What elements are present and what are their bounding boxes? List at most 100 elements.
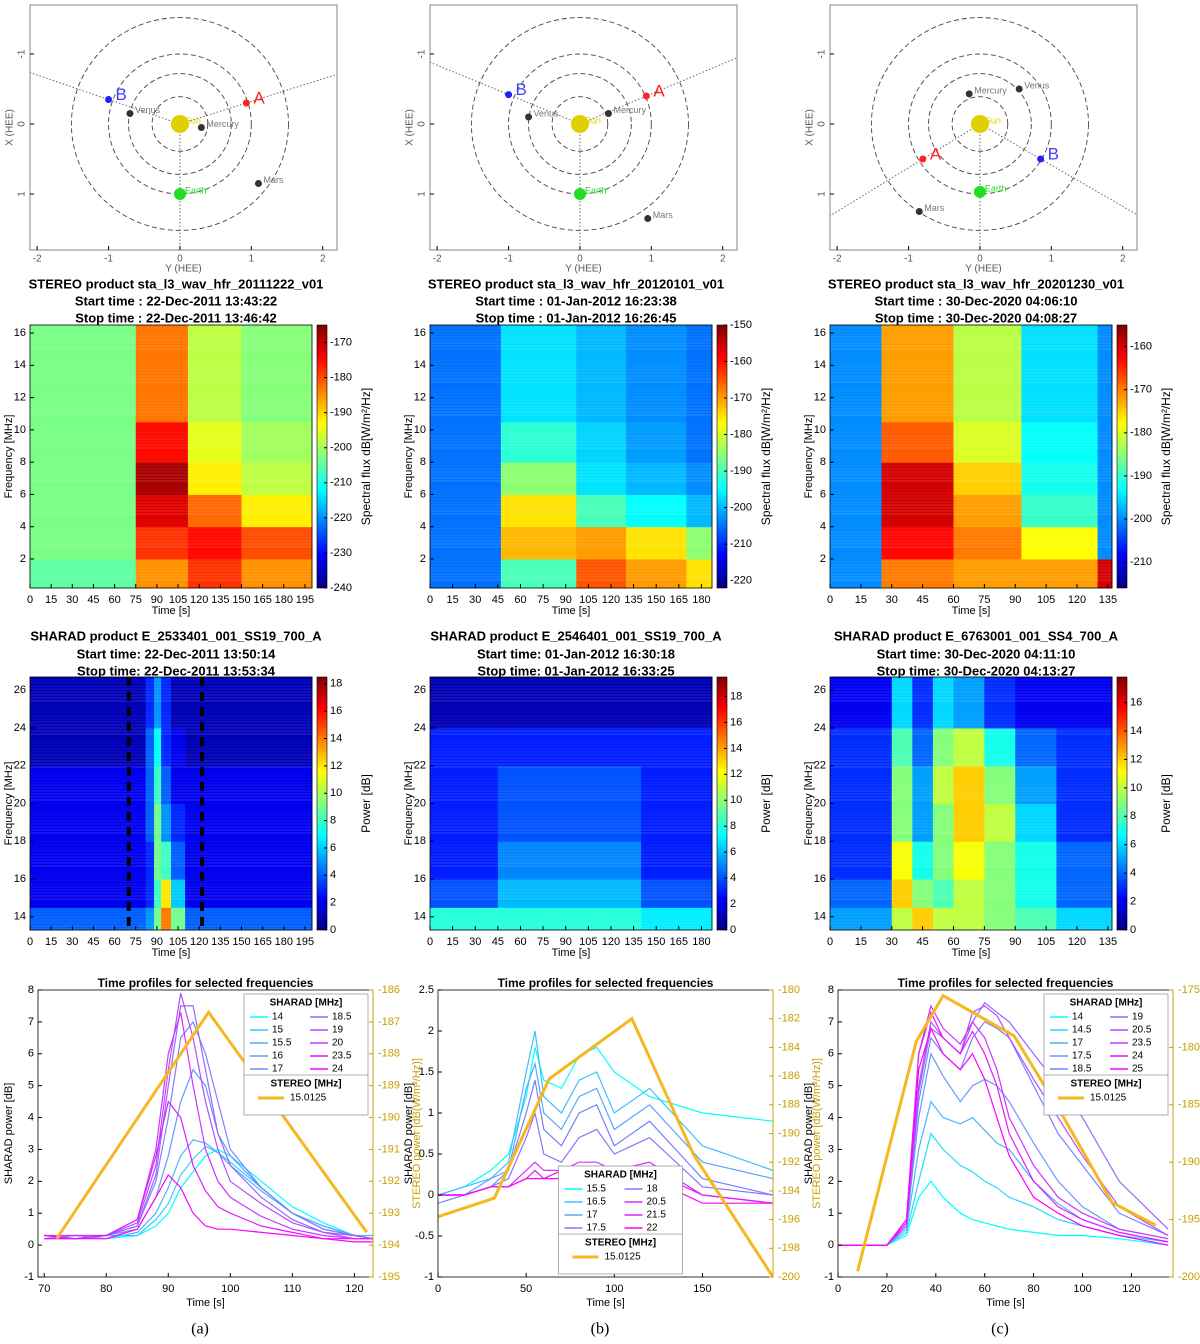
colorbar-tick-label: -210	[730, 538, 752, 550]
orbit	[128, 73, 232, 175]
x-tick-label: 2	[1120, 254, 1126, 265]
x-tick-label: 90	[151, 936, 163, 948]
legend-title: STEREO [MHz]	[270, 1079, 341, 1090]
colorbar-tick-label: 12	[1130, 753, 1142, 765]
y2-tick-label: -175	[1178, 984, 1200, 996]
heat-cell	[953, 421, 1022, 463]
y-tick-label: 2	[28, 1175, 34, 1187]
heat-cell	[497, 765, 642, 804]
heat-cell	[641, 677, 713, 729]
heat-cell	[1021, 462, 1099, 495]
heat-cell	[912, 879, 934, 908]
colorbar-tick-label: -180	[330, 372, 352, 384]
y-tick-label: 12	[14, 392, 26, 404]
colorbar	[716, 324, 728, 589]
y-tick-label: 4	[828, 1111, 834, 1123]
heat-cell	[953, 677, 985, 729]
heat-cell	[830, 803, 893, 842]
colorbar-label: Spectral flux dB[W/m²/Hz]	[1159, 388, 1173, 525]
y-tick-label: 6	[820, 488, 826, 500]
x-tick-label: 120	[1068, 594, 1086, 606]
y-tick-label: 4	[820, 521, 826, 533]
x-axis-label: Time [s]	[952, 605, 991, 617]
body-marker	[254, 180, 262, 187]
heat-cell	[576, 325, 627, 423]
sharad-line	[44, 1148, 373, 1240]
y2-axis-label: STEREO power [dB(W/m²/Hz)]	[411, 1058, 423, 1209]
heat-cell	[161, 765, 172, 804]
sight-line	[579, 57, 737, 125]
legend-label: 19	[332, 1025, 344, 1036]
y-axis-label: Frequency [MHz]	[803, 415, 815, 499]
y2-tick-label: -186	[778, 1070, 800, 1082]
x-tick-label: 180	[692, 936, 710, 948]
x-tick-label: 165	[253, 594, 271, 606]
heat-cell	[830, 325, 882, 423]
y-tick-label: -1	[24, 1271, 34, 1283]
chart-title: Start time: 30-Dec-2020 04:11:10	[877, 646, 1076, 661]
heat-cell	[576, 421, 627, 463]
y-tick-label: -0.5	[415, 1230, 434, 1242]
heat-cell	[187, 526, 242, 560]
x-tick-label: 60	[979, 1283, 991, 1295]
body-label: Mercury	[613, 105, 646, 115]
orbit	[108, 53, 252, 195]
legend-label: 19	[1132, 1012, 1144, 1023]
y2-tick-label: -188	[378, 1048, 400, 1060]
x-tick-label: -1	[504, 254, 513, 265]
y-tick-label: 18	[414, 835, 426, 847]
y-tick-label: 0	[417, 121, 428, 127]
x-tick-label: 110	[284, 1283, 302, 1295]
heat-cell	[953, 803, 985, 842]
chart-title: Stop time: 22-Dec-2011 13:53:34	[77, 663, 276, 678]
y-tick-label: 12	[814, 392, 826, 404]
colorbar-label: Spectral flux dB[W/m²/Hz]	[759, 388, 773, 525]
heat-cell	[1056, 803, 1113, 842]
chart-title: Time profiles for selected frequencies	[98, 976, 314, 990]
colorbar-tick-label: -220	[330, 512, 352, 524]
heat-cell	[953, 462, 1022, 495]
colorbar-tick-label: -150	[730, 319, 752, 331]
heat-cell	[145, 907, 155, 931]
heat-cell	[881, 494, 955, 528]
x-tick-label: 40	[930, 1283, 942, 1295]
legend-label: 17	[272, 1064, 284, 1075]
heat-cell	[161, 907, 172, 931]
x-tick-label: 120	[602, 936, 620, 948]
x-axis-label: Time [s]	[952, 947, 991, 959]
plot-frame	[29, 4, 338, 251]
heat-cell	[1021, 526, 1099, 560]
legend-label: 24	[332, 1064, 344, 1075]
sharad-line	[838, 1100, 1169, 1246]
x-tick-label: 0	[577, 254, 583, 265]
legend-label: 23.5	[1132, 1038, 1152, 1049]
y-tick-label: 2	[820, 553, 826, 565]
heat-cell	[641, 907, 713, 931]
y-tick-label: 12	[414, 392, 426, 404]
stereo-line	[438, 1016, 773, 1277]
y-tick-label: 14	[814, 359, 826, 371]
caption: (a)	[191, 1321, 209, 1338]
heat-cell	[891, 879, 913, 908]
y-tick-label: 20	[14, 797, 26, 809]
legend-label: 14.5	[1072, 1025, 1092, 1036]
y-tick-label: 1	[28, 1207, 34, 1219]
x-tick-label: 100	[605, 1283, 623, 1295]
sharad-line	[44, 1005, 373, 1240]
orbit	[151, 96, 209, 152]
x-tick-label: 150	[232, 936, 250, 948]
legend-box	[243, 993, 369, 1116]
heat-cell	[626, 462, 687, 495]
heat-cell	[1021, 558, 1099, 589]
colorbar	[316, 324, 328, 589]
y-tick-label: 1	[17, 191, 28, 197]
body-label: Sun	[585, 115, 601, 125]
caption: (c)	[991, 1321, 1009, 1338]
x-tick-label: 2	[720, 254, 726, 265]
y2-tick-label: -180	[1178, 1041, 1200, 1053]
y2-tick-label: -188	[778, 1099, 800, 1111]
colorbar-tick-label: -160	[1130, 340, 1152, 352]
x-tick-label: 45	[87, 936, 99, 948]
y-tick-label: 20	[814, 797, 826, 809]
